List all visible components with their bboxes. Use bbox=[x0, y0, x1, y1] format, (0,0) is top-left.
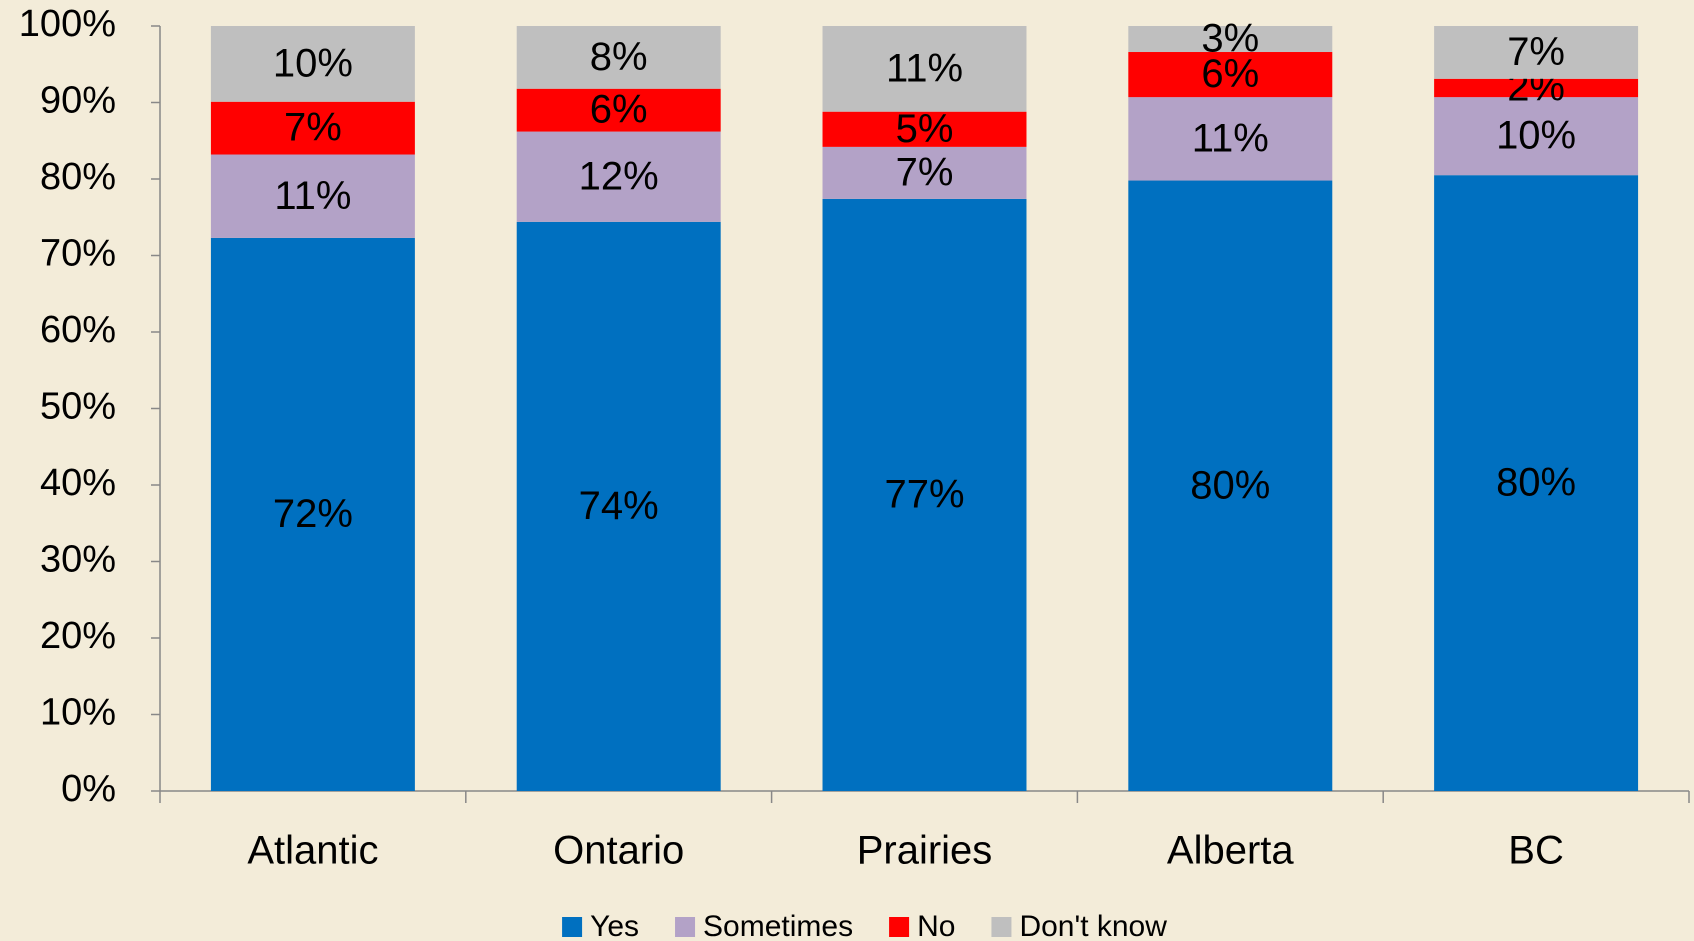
bar-segment bbox=[210, 154, 415, 238]
y-tick-label: 0% bbox=[61, 768, 116, 810]
x-tick-label: BC bbox=[1508, 829, 1564, 873]
data-label: 11% bbox=[274, 174, 351, 218]
data-label: 6% bbox=[1201, 52, 1259, 96]
legend-swatch bbox=[675, 917, 696, 937]
bar-segment bbox=[822, 26, 1027, 112]
data-label: 11% bbox=[886, 46, 963, 90]
data-label: 80% bbox=[1496, 461, 1576, 505]
bar-segment bbox=[1128, 97, 1333, 181]
legend-swatch bbox=[562, 917, 583, 937]
y-tick-label: 50% bbox=[40, 386, 116, 428]
data-label: 7% bbox=[1507, 30, 1565, 74]
bar-segment bbox=[1128, 26, 1333, 53]
data-label: 6% bbox=[590, 88, 648, 132]
bar-segment bbox=[822, 146, 1027, 199]
bar-segment bbox=[210, 26, 415, 102]
data-label: 3% bbox=[1201, 17, 1259, 61]
bar-segment bbox=[1128, 52, 1333, 98]
bar-segment bbox=[210, 101, 415, 155]
bar-segment bbox=[1434, 26, 1639, 79]
y-tick-label: 20% bbox=[40, 615, 116, 657]
y-tick-label: 70% bbox=[40, 233, 116, 275]
bar-segment bbox=[516, 88, 721, 132]
legend-swatch bbox=[889, 917, 910, 937]
bar-segment bbox=[1128, 180, 1333, 791]
y-tick-label: 60% bbox=[40, 309, 116, 351]
data-label: 72% bbox=[273, 492, 353, 536]
bar-segment bbox=[516, 131, 721, 222]
data-label: 10% bbox=[1496, 114, 1576, 158]
y-tick-label: 100% bbox=[19, 3, 116, 45]
legend-swatch bbox=[991, 917, 1012, 937]
data-label: 11% bbox=[1192, 116, 1269, 160]
data-label: 74% bbox=[579, 484, 659, 528]
data-label: 7% bbox=[896, 150, 954, 194]
x-tick-label: Prairies bbox=[857, 829, 993, 873]
bar-segment bbox=[516, 26, 721, 89]
data-label: 10% bbox=[273, 41, 353, 85]
bar-segment bbox=[1434, 175, 1639, 792]
x-tick-label: Ontario bbox=[553, 829, 684, 873]
bar-segment bbox=[210, 237, 415, 791]
data-label: 80% bbox=[1190, 463, 1270, 507]
legend-label: Sometimes bbox=[703, 910, 853, 941]
data-label: 5% bbox=[896, 107, 954, 151]
bar-segment bbox=[822, 111, 1027, 147]
y-tick-label: 30% bbox=[40, 539, 116, 581]
bar-segment bbox=[516, 221, 721, 792]
legend-label: Don't know bbox=[1019, 910, 1167, 941]
data-label: 8% bbox=[590, 35, 648, 79]
data-label: 77% bbox=[884, 473, 964, 517]
legend-label: No bbox=[917, 910, 955, 941]
y-tick-label: 40% bbox=[40, 462, 116, 504]
y-tick-label: 80% bbox=[40, 156, 116, 198]
data-label: 7% bbox=[284, 106, 342, 150]
legend-label: Yes bbox=[590, 910, 639, 941]
data-label: 12% bbox=[579, 154, 659, 198]
y-tick-label: 10% bbox=[40, 692, 116, 734]
bar-segment bbox=[1434, 78, 1639, 98]
x-tick-label: Atlantic bbox=[247, 829, 378, 873]
x-tick-label: Alberta bbox=[1167, 829, 1294, 873]
bar-segment bbox=[822, 198, 1027, 791]
y-tick-label: 90% bbox=[40, 80, 116, 122]
bar-segment bbox=[1434, 97, 1639, 176]
